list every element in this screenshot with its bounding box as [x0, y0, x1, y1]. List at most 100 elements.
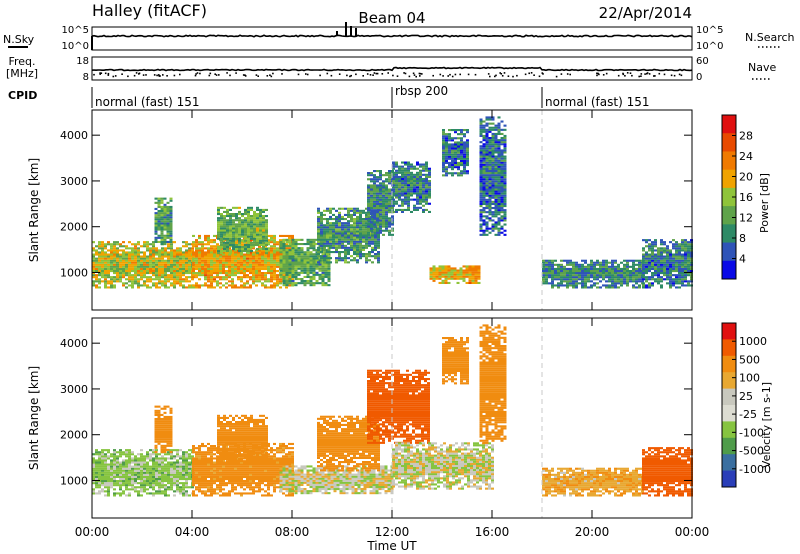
heatmap-cell — [681, 257, 684, 260]
heatmap-cell — [500, 200, 504, 203]
heatmap-cell — [503, 194, 507, 197]
heatmap-cell — [226, 231, 229, 234]
nave-dot — [439, 73, 442, 76]
heatmap-cell — [497, 231, 501, 234]
heatmap-cell — [638, 270, 641, 273]
heatmap-cell — [223, 225, 226, 228]
heatmap-cell — [116, 480, 119, 483]
heatmap-cell — [605, 280, 608, 283]
heatmap-cell — [545, 261, 548, 264]
heatmap-cell — [422, 169, 425, 172]
heatmap-cell — [229, 208, 232, 211]
heatmap-cell — [294, 271, 298, 274]
heatmap-cell — [246, 270, 249, 273]
heatmap-cell — [485, 194, 489, 197]
heatmap-cell — [279, 286, 282, 289]
heatmap-cell — [246, 282, 249, 285]
heatmap-cell — [170, 259, 173, 262]
heatmap-cell — [466, 164, 469, 167]
heatmap-cell — [488, 118, 492, 121]
heatmap-cell — [125, 451, 128, 454]
heatmap-cell — [485, 176, 489, 179]
heatmap-cell — [155, 249, 158, 252]
heatmap-cell — [201, 265, 204, 268]
heatmap-cell — [388, 170, 391, 173]
heatmap-cell — [107, 488, 110, 491]
heatmap-cell — [678, 261, 681, 264]
heatmap-cell — [479, 196, 483, 199]
heatmap-cell — [146, 241, 149, 244]
heatmap-cell — [497, 207, 501, 210]
heatmap-cell — [332, 244, 335, 247]
heatmap-cell — [335, 259, 338, 262]
heatmap-cell — [651, 265, 654, 268]
heatmap-cell — [326, 230, 329, 233]
heatmap-cell — [503, 202, 507, 205]
heatmap-cell — [388, 233, 391, 236]
heatmap-cell — [379, 200, 382, 203]
heatmap-cell — [678, 251, 681, 254]
nave-dot — [412, 72, 415, 75]
heatmap-cell — [107, 480, 110, 483]
heatmap-cell — [578, 263, 581, 266]
heatmap-cell — [457, 153, 460, 156]
heatmap-cell — [485, 229, 489, 232]
heatmap-cell — [222, 239, 225, 242]
heatmap-cell — [425, 165, 428, 168]
heatmap-cell — [140, 284, 143, 287]
heatmap-cell — [681, 276, 684, 279]
nave-dot — [369, 74, 372, 76]
heatmap-cell — [92, 241, 95, 244]
heatmap-cell — [608, 286, 611, 289]
heatmap-cell — [560, 270, 563, 273]
heatmap-cell — [170, 249, 173, 252]
heatmap-cell — [572, 276, 575, 279]
heatmap-cell — [163, 210, 167, 213]
heatmap-cell — [657, 272, 660, 275]
heatmap-cell — [385, 178, 388, 181]
heatmap-cell — [379, 227, 382, 230]
heatmap-cell — [134, 276, 137, 279]
heatmap-cell — [228, 267, 231, 270]
heatmap-cell — [654, 263, 657, 266]
heatmap-cell — [146, 284, 149, 287]
heatmap-cell — [238, 239, 241, 242]
heatmap-cell — [119, 253, 122, 256]
heatmap-cell — [282, 261, 286, 264]
heatmap-cell — [444, 281, 448, 284]
heatmap-cell — [503, 215, 507, 218]
heatmap-cell — [279, 282, 282, 285]
heatmap-cell — [261, 267, 264, 270]
heatmap-cell — [101, 253, 104, 256]
heatmap-cell — [167, 278, 170, 281]
heatmap-cell — [167, 253, 170, 256]
heatmap-cell — [188, 261, 191, 264]
heatmap-cell — [182, 257, 185, 260]
heatmap-cell — [161, 276, 164, 279]
heatmap-cell — [385, 227, 388, 230]
heatmap-cell — [152, 278, 155, 281]
heatmap-cell — [249, 267, 252, 270]
heatmap-cell — [638, 278, 641, 281]
heatmap-cell — [545, 274, 548, 277]
heatmap-cell — [273, 265, 276, 268]
heatmap-cell — [551, 284, 554, 287]
heatmap-cell — [119, 484, 122, 487]
heatmap-cell — [456, 281, 460, 284]
heatmap-cell — [575, 278, 578, 281]
heatmap-cell — [300, 247, 304, 250]
heatmap-cell — [226, 208, 229, 211]
heatmap-cell — [681, 243, 684, 246]
heatmap-cell — [401, 210, 404, 213]
freq-tick-bottom: 8 — [83, 72, 89, 83]
heatmap-cell — [454, 145, 457, 148]
heatmap-cell — [167, 280, 170, 283]
heatmap-cell — [442, 174, 445, 177]
heatmap-cell — [169, 216, 173, 219]
heatmap-cell — [416, 180, 419, 183]
heatmap-cell — [385, 180, 388, 183]
heatmap-cell — [368, 236, 371, 239]
heatmap-cell — [110, 286, 113, 289]
heatmap-cell — [288, 234, 291, 237]
heatmap-cell — [460, 131, 463, 134]
